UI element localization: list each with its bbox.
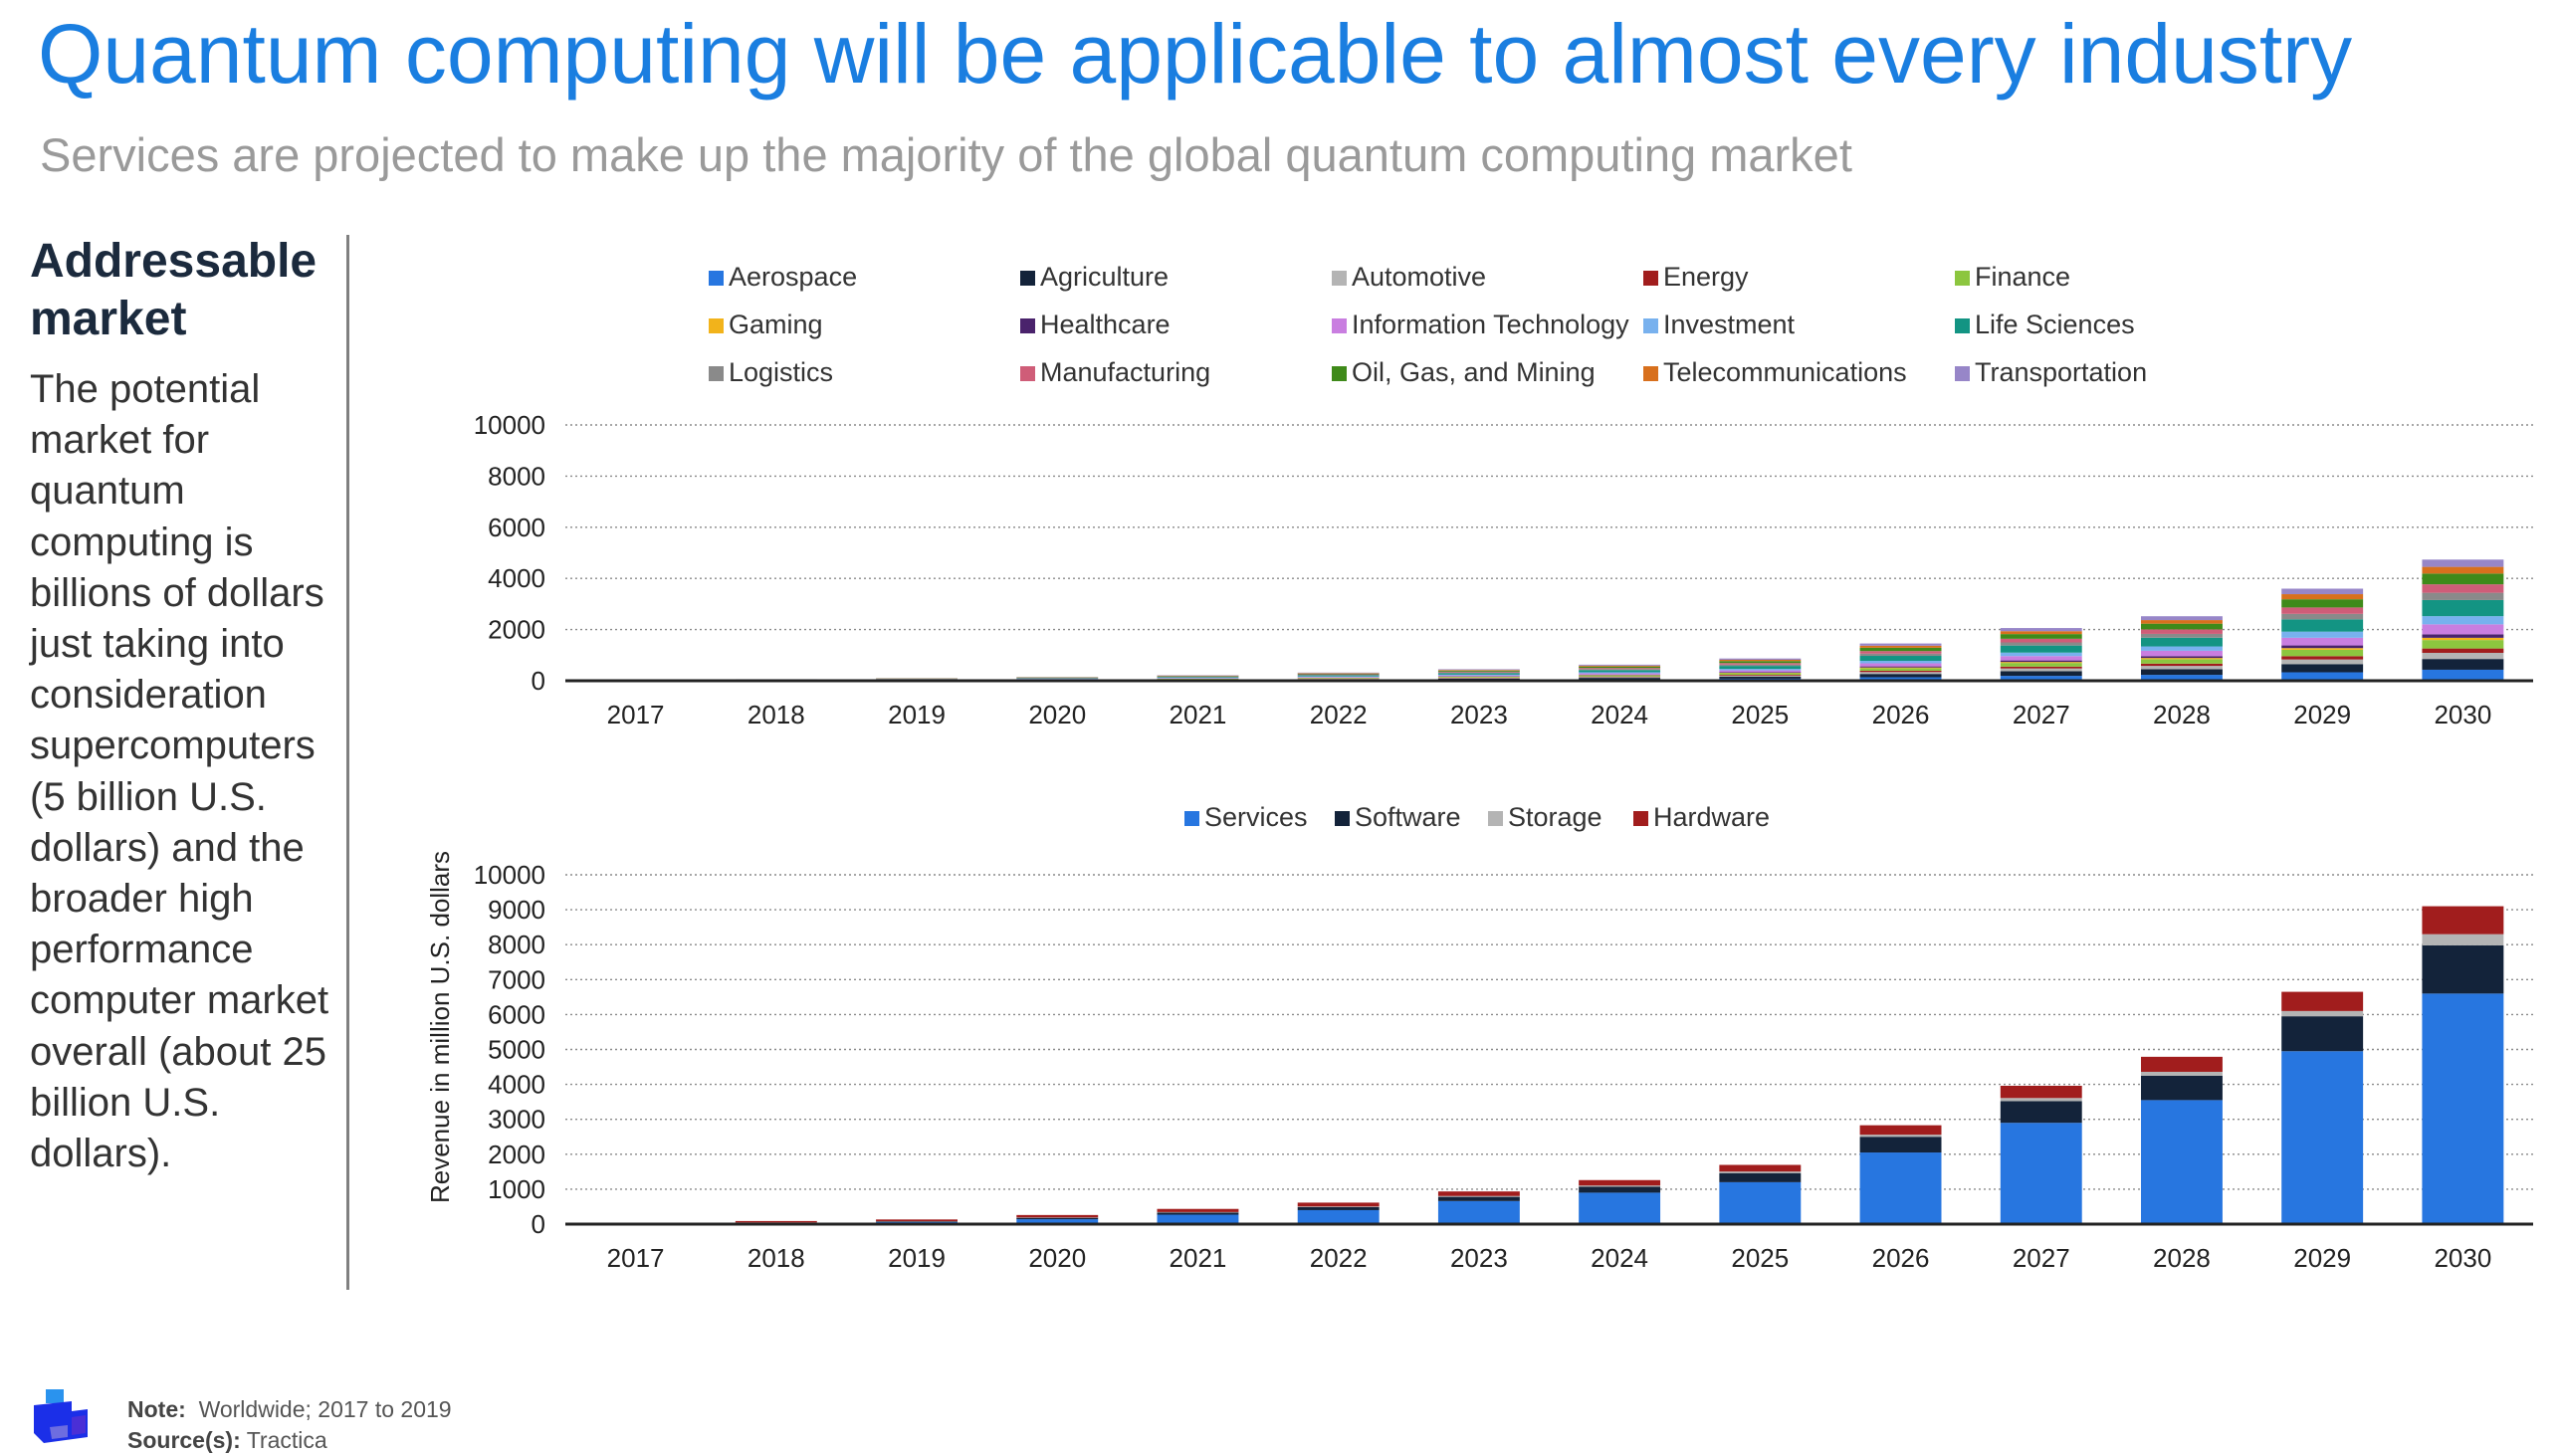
legend-label: Storage (1508, 802, 1602, 832)
bar-segment (2001, 1086, 2082, 1098)
x-tick-label: 2029 (2293, 1243, 2351, 1273)
bar-segment (1158, 1209, 1239, 1212)
bar-segment (2281, 1016, 2363, 1051)
y-tick-label: 1000 (488, 1174, 545, 1204)
bar-segment (2141, 1100, 2223, 1224)
y-tick-label: 7000 (488, 964, 545, 994)
bar-segment (2141, 1076, 2223, 1101)
bar-segment (1579, 1192, 1660, 1224)
bar-segment (876, 1219, 958, 1221)
x-tick-label: 2017 (607, 1243, 665, 1273)
x-tick-label: 2027 (2013, 1243, 2070, 1273)
x-tick-label: 2026 (1872, 1243, 1930, 1273)
bar-segment (1298, 1210, 1380, 1224)
note-text: Worldwide; 2017 to 2019 (199, 1396, 452, 1422)
bar-segment (2422, 935, 2503, 945)
bar-segment (1438, 1197, 1520, 1201)
bar-segment (2141, 1057, 2223, 1072)
bar-segment (1298, 1207, 1380, 1210)
bar-segment (1438, 1196, 1520, 1197)
y-tick-label: 6000 (488, 999, 545, 1029)
legend-label: Services (1204, 802, 1308, 832)
legend-swatch (1184, 811, 1199, 826)
x-tick-label: 2028 (2153, 1243, 2211, 1273)
bar-segment (1016, 1215, 1098, 1217)
x-tick-label: 2022 (1310, 1243, 1368, 1273)
source-label: Source(s): (127, 1427, 241, 1453)
bar-segment (2281, 1051, 2363, 1224)
bar-segment (1158, 1212, 1239, 1214)
legend-swatch (1633, 811, 1648, 826)
bar-segment (2422, 907, 2503, 935)
y-tick-label: 3000 (488, 1105, 545, 1135)
y-tick-label: 10000 (474, 860, 545, 890)
bar-segment (1719, 1165, 1801, 1172)
x-tick-label: 2024 (1591, 1243, 1648, 1273)
bar-segment (2281, 1011, 2363, 1016)
y-tick-label: 4000 (488, 1070, 545, 1100)
bar-segment (1719, 1171, 1801, 1173)
bar-segment (1438, 1201, 1520, 1224)
legend-swatch (1335, 811, 1350, 826)
bar-segment (1438, 1191, 1520, 1196)
bar-segment (736, 1221, 817, 1222)
y-tick-label: 8000 (488, 930, 545, 959)
bar-segment (2422, 945, 2503, 993)
legend-label: Software (1355, 802, 1461, 832)
bar-segment (1719, 1182, 1801, 1224)
x-tick-label: 2020 (1028, 1243, 1086, 1273)
bar-segment (1298, 1202, 1380, 1206)
bar-segment (1016, 1218, 1098, 1219)
bar-segment (1579, 1185, 1660, 1186)
source-text: Tractica (247, 1427, 327, 1453)
x-tick-label: 2023 (1450, 1243, 1508, 1273)
bar-segment (1579, 1180, 1660, 1185)
bar-segment (1860, 1137, 1942, 1152)
note-label: Note: (127, 1396, 186, 1422)
segment-revenue-chart: Services Software Storage Hardware 0 1000 2000… (0, 0, 2562, 1294)
bar-segment (2141, 1072, 2223, 1076)
footer-note: Note: Worldwide; 2017 to 2019 Source(s):… (127, 1394, 452, 1456)
bar-segment (2001, 1123, 2082, 1224)
bar-segment (1860, 1126, 1942, 1135)
x-tick-label: 2019 (888, 1243, 946, 1273)
x-tick-label: 2018 (747, 1243, 805, 1273)
y-tick-label: 2000 (488, 1140, 545, 1169)
bar-segment (2001, 1098, 2082, 1101)
legend-swatch (1488, 811, 1503, 826)
x-tick-label: 2030 (2434, 1243, 2491, 1273)
y-tick-label: 9000 (488, 895, 545, 925)
bar-segment (2422, 993, 2503, 1224)
y-axis-title: Revenue in million U.S. dollars (425, 851, 455, 1203)
bar-segment (1860, 1135, 1942, 1137)
bar-segment (876, 1221, 958, 1222)
bar-segment (1158, 1212, 1239, 1213)
statista-logo-icon (32, 1387, 90, 1445)
legend-label: Hardware (1653, 802, 1770, 832)
bar-segment (1860, 1152, 1942, 1224)
x-tick-label: 2025 (1731, 1243, 1789, 1273)
bar-segment (1298, 1206, 1380, 1207)
x-tick-label: 2021 (1170, 1243, 1227, 1273)
bar-segment (1579, 1186, 1660, 1192)
bar-segment (1719, 1173, 1801, 1182)
y-tick-label: 0 (532, 1209, 545, 1239)
bar-segment (2001, 1101, 2082, 1123)
y-tick-label: 5000 (488, 1035, 545, 1065)
bar-segment (2281, 992, 2363, 1011)
